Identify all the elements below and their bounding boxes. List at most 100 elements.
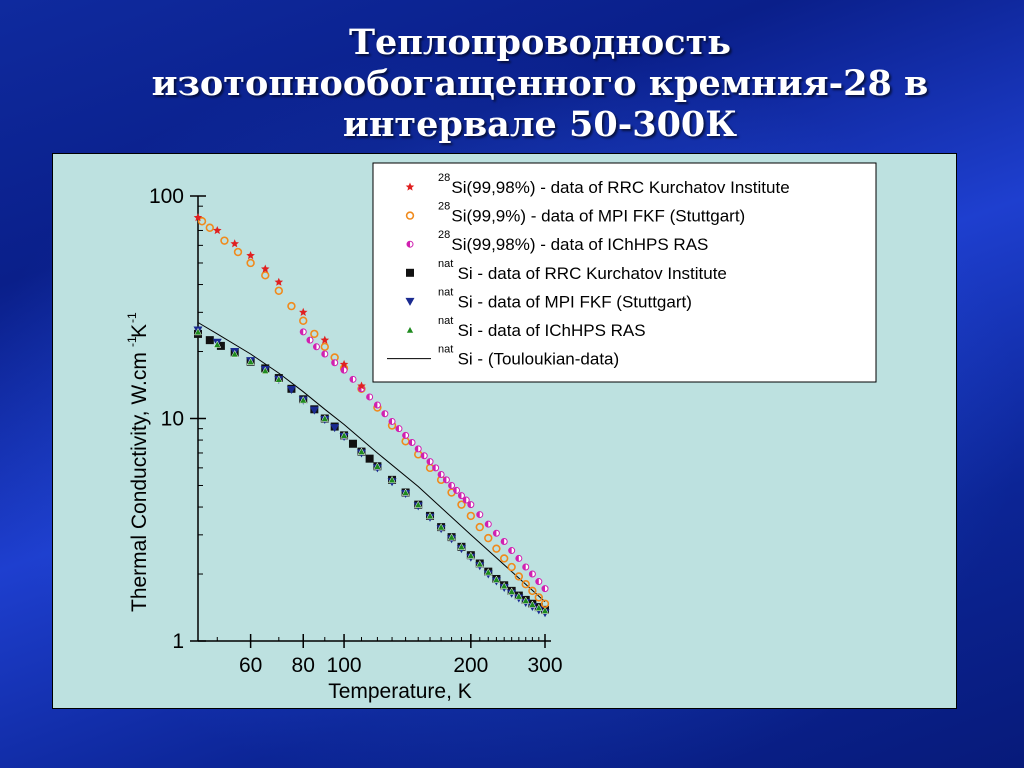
data-point [420, 452, 428, 460]
legend-item-nat_ichhps: nat Si - data of IChHPS RAS [406, 315, 646, 340]
data-point [274, 375, 283, 383]
data-point [492, 575, 501, 583]
x-tick-label: 200 [453, 654, 488, 677]
data-point [274, 277, 284, 286]
legend-sup: 28 [438, 229, 450, 241]
data-point [500, 581, 509, 590]
series-si28_kurchatov [193, 213, 366, 390]
marker-fill [453, 487, 457, 494]
data-point [453, 486, 461, 494]
data-point [457, 500, 466, 509]
data-point [330, 424, 340, 433]
marker-fill [341, 367, 345, 374]
data-point [309, 406, 319, 415]
marker-fill [427, 458, 431, 465]
y-axis-label-sup2: -1 [125, 312, 139, 323]
data-point [528, 600, 537, 608]
axis-labels: Temperature, K Thermal Conductivity, W.cm… [125, 312, 472, 703]
data-point [261, 271, 270, 280]
data-point [432, 464, 440, 472]
marker-fill [381, 410, 385, 417]
data-point [515, 554, 523, 562]
marker-fill [300, 328, 304, 335]
legend-item-nat_mpi: nat Si - data of MPI FKF (Stuttgart) [405, 286, 692, 311]
data-point [357, 447, 366, 455]
data-point [299, 307, 308, 316]
data-point [437, 471, 445, 479]
legend-label: Si - data of RRC Kurchatov Institute [458, 264, 727, 283]
data-point [306, 336, 314, 344]
data-point [320, 414, 329, 422]
data-point [467, 501, 475, 509]
data-point [230, 349, 239, 358]
series-si28_ichhps [299, 328, 549, 593]
series-nat_touloukian [197, 322, 546, 603]
data-point [395, 425, 403, 433]
data-point [205, 336, 214, 345]
data-point [261, 264, 270, 273]
data-point [500, 538, 508, 546]
data-point [534, 603, 543, 612]
legend-marker [406, 325, 414, 334]
marker-fill [321, 350, 325, 357]
legend-sup: nat [438, 315, 453, 327]
legend-item-si28_mpi: 28 Si(99,9%) - data of MPI FKF (Stuttgart… [405, 201, 745, 226]
data-point [528, 586, 537, 596]
y-tick-label: 100 [149, 185, 184, 208]
marker-fill [331, 359, 335, 366]
data-point [514, 572, 524, 581]
data-point [340, 431, 348, 439]
data-point [349, 375, 357, 383]
data-point [466, 511, 476, 521]
data-point [414, 500, 423, 508]
marker-fill [374, 401, 378, 408]
data-point [246, 251, 255, 260]
data-point [299, 316, 308, 325]
data-point [408, 439, 416, 447]
x-axis-label: Temperature, K [328, 680, 472, 703]
data-point [331, 359, 339, 367]
marker-fill [463, 497, 467, 504]
marker-fill [535, 578, 539, 585]
data-point [466, 551, 475, 559]
data-point [447, 533, 456, 541]
data-point [339, 359, 349, 369]
legend-marker [405, 297, 415, 306]
marker-fill [415, 445, 419, 452]
data-point [507, 562, 516, 572]
data-point [220, 236, 229, 245]
marker-fill [448, 482, 452, 489]
marker-fill [432, 464, 436, 471]
data-point [274, 286, 284, 295]
marker-fill [493, 530, 497, 537]
data-point [373, 401, 381, 409]
x-tick-label: 80 [292, 654, 315, 677]
ticks: 1 10 100 60 80 100 200 300 [149, 185, 563, 677]
data-point [340, 366, 348, 374]
x-tick-label: 100 [327, 654, 362, 677]
title-line-1: Теплопроводность [348, 22, 732, 63]
data-point [286, 386, 296, 395]
data-point [457, 492, 465, 500]
data-point [426, 458, 434, 466]
legend-item-si28_ichhps: 28 Si(99,98%) - data of IChHPS RAS [406, 229, 708, 254]
data-point [492, 544, 501, 553]
legend-sup: nat [438, 258, 453, 270]
data-point [528, 570, 536, 578]
legend-item-si28_kurchatov: 28 Si(99,98%) - data of RRC Kurchatov Ins… [405, 172, 790, 197]
data-point [437, 523, 446, 531]
data-point [484, 568, 493, 576]
legend-sup: nat [438, 344, 453, 356]
data-point [499, 554, 509, 563]
marker-fill [522, 564, 526, 571]
series-nat_ichhps [194, 327, 549, 614]
data-point [541, 585, 549, 593]
marker-fill [421, 452, 425, 459]
data-point [442, 476, 450, 484]
legend-label: Si(99,98%) - data of RRC Kurchatov Insti… [451, 178, 789, 197]
data-point [299, 396, 308, 404]
data-point [462, 496, 470, 504]
legend-label: Si(99,98%) - data of IChHPS RAS [451, 235, 708, 254]
data-point [246, 357, 255, 365]
